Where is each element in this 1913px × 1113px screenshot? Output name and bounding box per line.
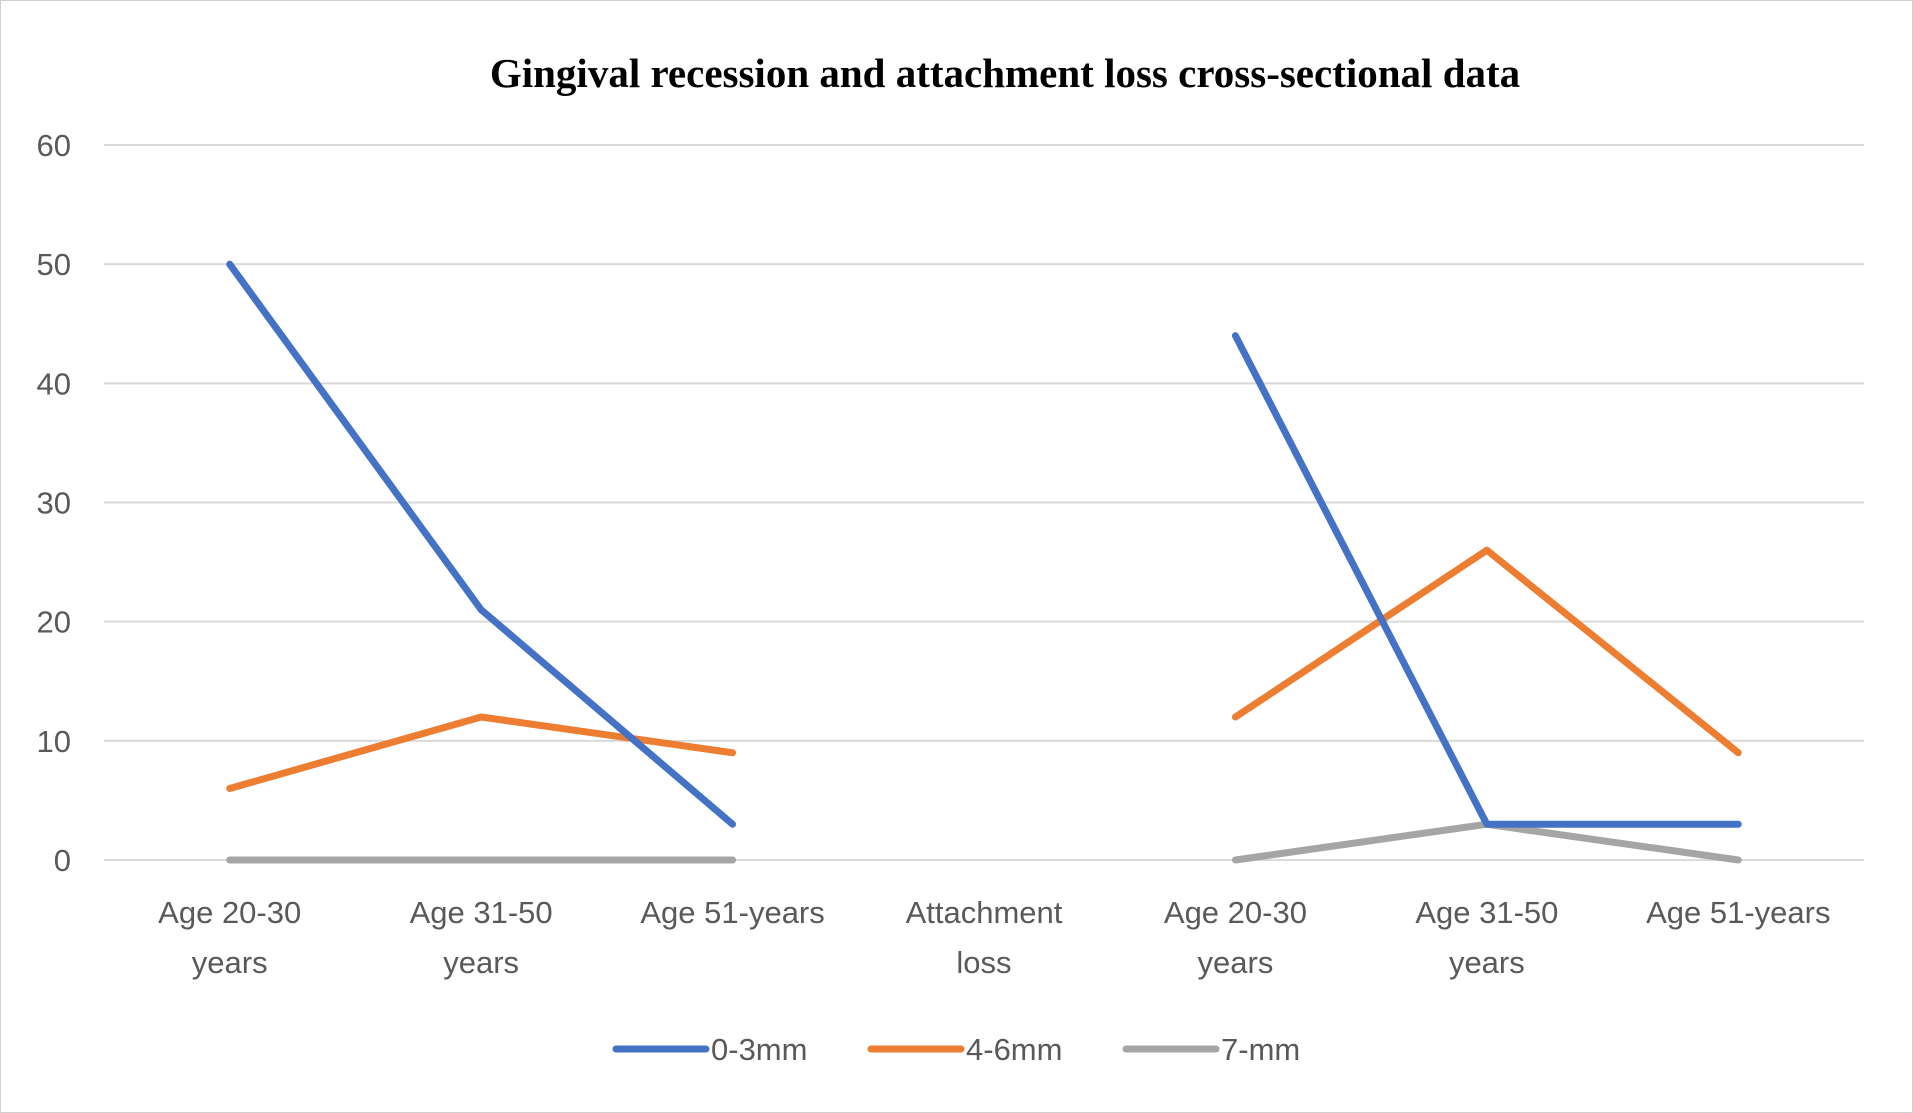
y-tick-label: 60: [37, 128, 71, 163]
series-line-0-3mm-segment-2: [1231, 332, 1742, 828]
y-tick-label: 0: [54, 843, 71, 878]
y-tick-label: 10: [37, 724, 71, 759]
y-tick-label: 50: [37, 247, 71, 282]
x-tick-label-line: Age 51-years: [1646, 895, 1830, 930]
y-tick-label: 30: [37, 486, 71, 521]
series-line-4-6mm-segment-2: [1231, 546, 1742, 757]
x-tick-label-line: years: [192, 945, 268, 980]
x-tick-label-line: years: [1198, 945, 1274, 980]
x-tick-label: Attachment loss: [906, 895, 1063, 980]
x-tick-label-line: Age 20-30: [1164, 895, 1307, 930]
x-tick-label: Age 51-years: [1646, 895, 1830, 930]
legend-label-7-mm: 7-mm: [1221, 1032, 1300, 1067]
series-line-4-6mm-segment-1: [226, 713, 737, 792]
x-tick-label-line: Age 31-50: [1415, 895, 1558, 930]
x-tick-label: Age 20-30 years: [158, 895, 301, 980]
x-tick-label-line: Age 20-30: [158, 895, 301, 930]
legend: 0-3mm 4-6mm 7-mm: [612, 1032, 1300, 1067]
x-tick-label: Age 51-years: [640, 895, 824, 930]
x-tick-label-line: years: [1449, 945, 1525, 980]
series-lines: [226, 260, 1742, 864]
series-line-7-mm-segment-2: [1231, 820, 1742, 864]
x-tick-label: Age 31-50 years: [410, 895, 553, 980]
x-tick-label-line: Age 51-years: [640, 895, 824, 930]
chart-title: Gingival recession and attachment loss c…: [490, 50, 1520, 96]
series-line-0-3mm-segment-1: [226, 260, 737, 828]
x-tick-label-line: Attachment: [906, 895, 1063, 930]
legend-label-0-3mm: 0-3mm: [711, 1032, 807, 1067]
y-axis-ticks: 0 10 20 30 40 50 60: [37, 128, 71, 878]
legend-label-4-6mm: 4-6mm: [966, 1032, 1062, 1067]
y-tick-label: 40: [37, 366, 71, 401]
x-tick-label: Age 20-30 years: [1164, 895, 1307, 980]
x-tick-label-line: years: [443, 945, 519, 980]
x-axis-ticks: Age 20-30 years Age 31-50 years Age 51-years…: [158, 895, 1830, 980]
x-tick-label: Age 31-50 years: [1415, 895, 1558, 980]
x-tick-label-line: Age 31-50: [410, 895, 553, 930]
x-tick-label-line: loss: [956, 945, 1011, 980]
y-tick-label: 20: [37, 605, 71, 640]
